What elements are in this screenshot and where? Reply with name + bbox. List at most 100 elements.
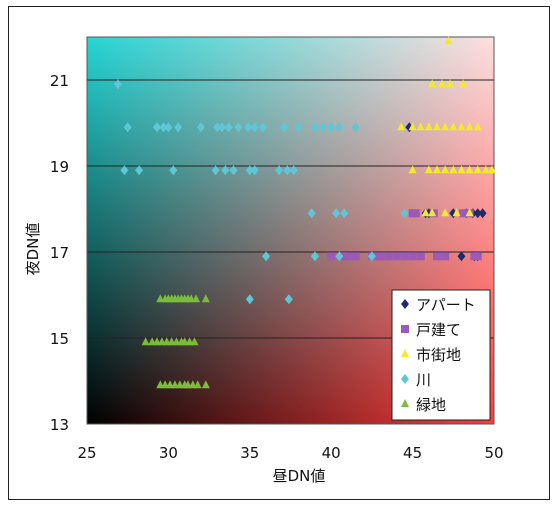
data-point [250, 165, 259, 176]
legend-marker [401, 399, 409, 407]
series-4 [141, 294, 210, 389]
series-2 [397, 36, 496, 217]
data-point [459, 209, 468, 218]
data-point [234, 122, 243, 133]
data-point [327, 252, 336, 261]
y-axis-title: 夜DN値 [24, 223, 42, 276]
data-point [258, 122, 267, 133]
data-point [201, 294, 210, 303]
data-point [196, 122, 205, 133]
y-tick-label: 13 [50, 416, 69, 434]
data-point [397, 122, 406, 131]
legend-marker [401, 325, 409, 333]
x-tick-label: 45 [403, 444, 422, 462]
data-point [262, 251, 271, 262]
data-point [408, 252, 417, 261]
data-point [408, 165, 417, 174]
data-point [441, 165, 450, 174]
data-point [351, 122, 360, 133]
data-point [457, 122, 466, 131]
data-point [307, 208, 316, 219]
data-point [310, 251, 319, 262]
legend-label: 緑地 [416, 396, 446, 414]
x-tick-label: 40 [322, 444, 341, 462]
legend-marker [401, 374, 409, 384]
data-point [473, 208, 482, 219]
data-point [229, 165, 238, 176]
data-point [465, 208, 474, 217]
data-point [310, 122, 319, 133]
data-point [411, 209, 420, 218]
x-tick-label: 25 [77, 444, 96, 462]
legend-label: アパート [416, 296, 476, 314]
data-point [190, 337, 199, 346]
data-point [294, 122, 303, 133]
data-point [457, 165, 466, 174]
x-axis-title: 昼DN値 [273, 467, 326, 485]
data-point [473, 252, 482, 261]
data-point [428, 79, 437, 88]
y-axis-ticks: 13 15 17 19 21 [50, 72, 69, 434]
data-point [211, 165, 220, 176]
data-point [416, 122, 425, 131]
data-point [459, 79, 468, 88]
data-point [192, 294, 201, 303]
legend-label: 市街地 [416, 346, 461, 364]
data-point [218, 122, 227, 133]
data-point [452, 208, 461, 217]
data-point [376, 252, 385, 261]
scatter-chart: 25 30 35 40 45 50 13 15 17 19 21 昼DN値 夜DN値 アパート戸建… [24, 36, 504, 485]
data-point [473, 122, 482, 131]
data-point [169, 165, 178, 176]
data-point [441, 122, 450, 131]
x-tick-label: 50 [484, 444, 503, 462]
plot-border [86, 36, 495, 425]
data-point [213, 122, 222, 133]
data-point [201, 380, 210, 389]
data-point [400, 252, 409, 261]
gridlines [86, 36, 495, 425]
chart-frame: 25 30 35 40 45 50 13 15 17 19 21 昼DN値 夜DN値 アパート 戸建… [8, 6, 550, 500]
data-point [319, 122, 328, 133]
data-point [481, 165, 490, 174]
y-tick-label: 19 [50, 158, 69, 176]
x-axis-ticks: 25 30 35 40 45 50 [77, 444, 503, 462]
data-point [332, 208, 341, 219]
data-point [120, 165, 129, 176]
data-point [444, 36, 453, 45]
data-point [327, 122, 336, 133]
data-point [408, 122, 417, 131]
data-point [245, 165, 254, 176]
data-point [449, 165, 458, 174]
data-point [465, 122, 474, 131]
x-tick-label: 35 [240, 444, 259, 462]
data-point [446, 79, 455, 88]
data-point [416, 252, 425, 261]
data-point [421, 208, 430, 217]
data-point [164, 122, 173, 133]
y-tick-label: 21 [50, 72, 69, 90]
data-point [340, 208, 349, 219]
legend-marker [401, 349, 409, 357]
legend-marker [401, 299, 409, 309]
data-point [141, 337, 150, 346]
data-point [224, 122, 233, 133]
data-point [424, 122, 433, 131]
data-point [400, 208, 409, 219]
data-point [433, 252, 442, 261]
legend-label: 戸建て [416, 321, 461, 339]
data-point [449, 122, 458, 131]
data-point [153, 122, 162, 133]
data-point [289, 165, 298, 176]
data-point [343, 252, 352, 261]
legend-box [391, 289, 491, 421]
data-point [433, 165, 442, 174]
data-point [424, 165, 433, 174]
data-point [441, 252, 450, 261]
data-point [433, 122, 442, 131]
data-points [113, 36, 496, 389]
series-3 [113, 79, 409, 305]
data-point [123, 122, 132, 133]
data-point [488, 165, 496, 174]
data-point [335, 251, 344, 262]
